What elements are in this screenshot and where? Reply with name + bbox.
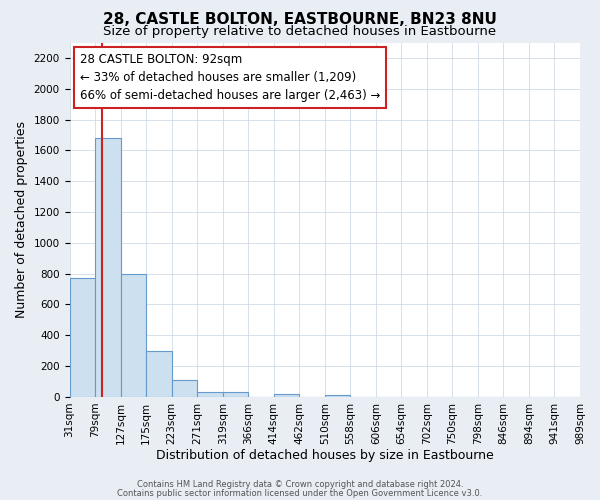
Text: Contains public sector information licensed under the Open Government Licence v3: Contains public sector information licen…: [118, 489, 482, 498]
Bar: [95, 138, 121, 397]
Bar: [197, 392, 223, 397]
Bar: [223, 392, 248, 397]
Bar: [70, 278, 95, 397]
Text: Contains HM Land Registry data © Crown copyright and database right 2024.: Contains HM Land Registry data © Crown c…: [137, 480, 463, 489]
Text: Size of property relative to detached houses in Eastbourne: Size of property relative to detached ho…: [103, 25, 497, 38]
Bar: [274, 394, 299, 397]
Bar: [172, 380, 197, 397]
Text: 28 CASTLE BOLTON: 92sqm
← 33% of detached houses are smaller (1,209)
66% of semi: 28 CASTLE BOLTON: 92sqm ← 33% of detache…: [80, 53, 380, 102]
Bar: [325, 394, 350, 397]
Bar: [146, 352, 172, 397]
Y-axis label: Number of detached properties: Number of detached properties: [15, 121, 28, 318]
Text: 28, CASTLE BOLTON, EASTBOURNE, BN23 8NU: 28, CASTLE BOLTON, EASTBOURNE, BN23 8NU: [103, 12, 497, 28]
Bar: [121, 274, 146, 397]
X-axis label: Distribution of detached houses by size in Eastbourne: Distribution of detached houses by size …: [156, 450, 494, 462]
